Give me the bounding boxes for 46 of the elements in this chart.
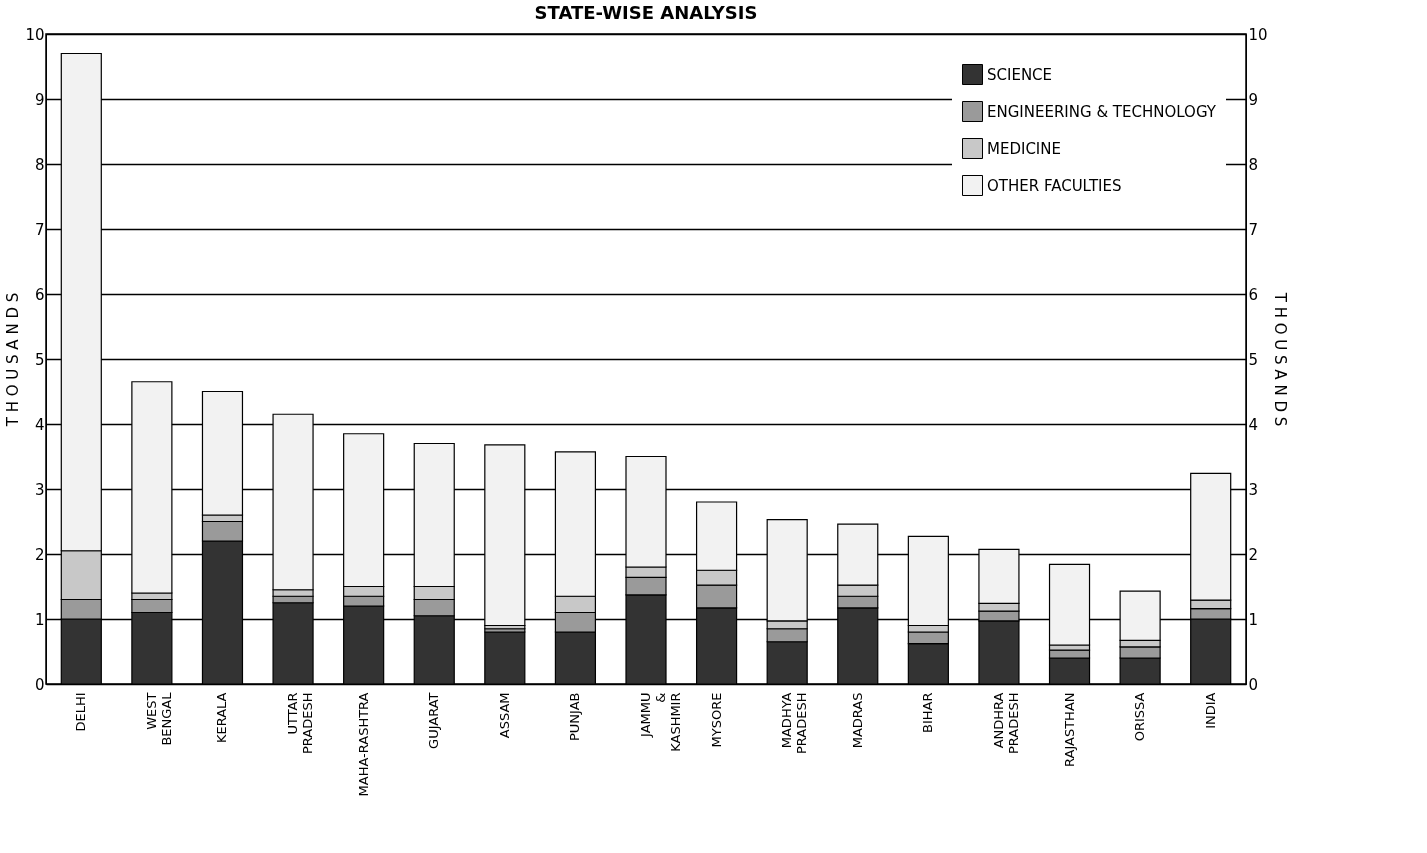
x-tick-label: JAMMU & KASHMIR (638, 692, 683, 752)
y-tick-label: 5 (34, 350, 45, 369)
x-tick-label: WEST BENGAL (143, 691, 174, 746)
x-tick-label: ASSAM (496, 692, 512, 739)
y-tick-label: 6 (34, 285, 45, 304)
x-tick-label: GUJARAT (426, 692, 442, 749)
legend-label: SCIENCE (987, 65, 1053, 84)
legend-label: ENGINEERING & TECHNOLOGY (987, 102, 1217, 121)
y2-tick-label: 10 (1248, 25, 1268, 44)
x-tick-label: DELHI (73, 692, 89, 732)
y-tick-label: 1 (34, 610, 45, 629)
y2-tick-label: 3 (1248, 480, 1259, 499)
legend-label: OTHER FACULTIES (987, 176, 1122, 195)
x-tick-label: ANDHRA PRADESH (990, 692, 1021, 754)
x-tick-label: RAJASTHAN (1061, 692, 1077, 767)
y2-tick-label: 8 (1248, 155, 1259, 174)
x-tick-label: MADRAS (849, 692, 865, 749)
x-tick-label: MAHA-RASHTRA (355, 692, 371, 797)
y-tick-label: 7 (34, 220, 45, 239)
y2-tick-label: 5 (1248, 350, 1259, 369)
x-tick-label: MADHYA PRADESH (779, 692, 810, 754)
x-tick-label: KERALA (214, 692, 230, 744)
y-tick-label: 4 (34, 415, 45, 434)
y-tick-label: 8 (34, 155, 45, 174)
y-tick-label: 10 (25, 25, 45, 44)
x-tick-label: INDIA (1202, 692, 1218, 729)
x-tick-label: BIHAR (920, 692, 936, 733)
legend-label: MEDICINE (987, 139, 1061, 158)
y-axis-title: T H O U S A N D S (4, 292, 23, 428)
y-tick-label: 2 (34, 545, 45, 564)
x-tick-label: UTTAR PRADESH (285, 692, 316, 754)
y2-tick-label: 2 (1248, 545, 1259, 564)
y-tick-label: 3 (34, 480, 45, 499)
x-tick-label: MYSORE (708, 692, 724, 748)
y2-tick-label: 0 (1248, 675, 1259, 694)
y2-tick-label: 4 (1248, 415, 1259, 434)
y2-tick-label: 1 (1248, 610, 1259, 629)
y2-tick-label: 9 (1248, 90, 1259, 109)
x-tick-label: PUNJAB (567, 692, 583, 741)
y2-tick-label: 7 (1248, 220, 1259, 239)
y2-tick-label: 6 (1248, 285, 1259, 304)
y-tick-label: 9 (34, 90, 45, 109)
chart-title: STATE-WISE ANALYSIS (534, 2, 758, 23)
y2-axis-title: T H O U S A N D S (1270, 291, 1289, 427)
x-tick-label: ORISSA (1132, 692, 1148, 742)
y-tick-label: 0 (34, 675, 45, 694)
